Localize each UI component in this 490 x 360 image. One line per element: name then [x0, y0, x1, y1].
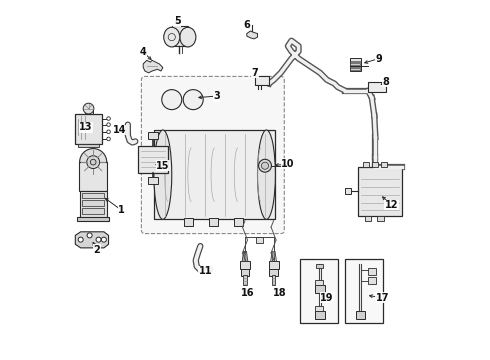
Text: 3: 3: [213, 91, 220, 101]
Circle shape: [107, 117, 110, 120]
Bar: [243, 275, 247, 285]
Text: 18: 18: [273, 288, 287, 297]
Circle shape: [78, 237, 83, 242]
Polygon shape: [75, 232, 109, 248]
Circle shape: [107, 130, 110, 134]
Bar: [363, 162, 369, 167]
Bar: [241, 269, 249, 276]
Bar: [300, 258, 338, 323]
Bar: [315, 285, 325, 293]
Bar: [377, 216, 384, 221]
Bar: [255, 76, 269, 85]
Bar: [148, 177, 158, 184]
FancyBboxPatch shape: [142, 76, 284, 234]
Bar: [148, 132, 158, 139]
Text: 12: 12: [385, 200, 398, 210]
Circle shape: [87, 233, 92, 238]
Text: 13: 13: [79, 122, 93, 132]
Circle shape: [183, 90, 203, 110]
Bar: [82, 193, 104, 198]
Bar: [381, 162, 387, 167]
Bar: [350, 63, 360, 65]
Bar: [209, 217, 218, 226]
Bar: [372, 162, 378, 167]
Text: 17: 17: [376, 293, 389, 303]
Circle shape: [90, 159, 96, 165]
Bar: [316, 306, 323, 311]
Bar: [82, 208, 104, 214]
Bar: [82, 201, 104, 206]
Circle shape: [259, 159, 271, 172]
Polygon shape: [247, 31, 258, 39]
Polygon shape: [143, 60, 163, 73]
Text: 4: 4: [140, 47, 147, 57]
Bar: [368, 277, 376, 284]
Text: 19: 19: [320, 293, 334, 303]
Text: 5: 5: [174, 16, 180, 26]
Text: 16: 16: [241, 288, 254, 297]
Bar: [240, 261, 250, 269]
Bar: [138, 146, 168, 173]
Text: 6: 6: [244, 19, 250, 30]
Text: 9: 9: [375, 54, 382, 64]
Text: 15: 15: [156, 161, 170, 171]
Bar: [269, 261, 279, 269]
Text: 11: 11: [199, 266, 213, 276]
Bar: [172, 26, 188, 46]
Ellipse shape: [164, 27, 180, 47]
Bar: [154, 130, 275, 219]
Circle shape: [83, 103, 94, 114]
Circle shape: [162, 90, 182, 110]
Circle shape: [101, 237, 106, 242]
Text: 8: 8: [383, 77, 390, 87]
Circle shape: [96, 237, 101, 242]
Bar: [75, 114, 102, 144]
Bar: [317, 264, 323, 267]
Circle shape: [107, 137, 110, 141]
Bar: [358, 167, 402, 216]
Bar: [345, 188, 351, 194]
Bar: [368, 268, 376, 275]
Text: 2: 2: [94, 245, 100, 255]
Bar: [350, 61, 360, 63]
Text: 14: 14: [113, 125, 126, 135]
Bar: [256, 237, 263, 243]
Bar: [315, 311, 325, 319]
Text: 7: 7: [251, 68, 258, 78]
Bar: [270, 269, 278, 276]
Bar: [79, 162, 107, 191]
Circle shape: [262, 162, 269, 169]
Circle shape: [87, 156, 99, 168]
Bar: [78, 144, 99, 147]
Bar: [350, 68, 360, 70]
Bar: [350, 58, 361, 71]
Circle shape: [79, 149, 107, 176]
Text: 10: 10: [281, 159, 294, 169]
Bar: [356, 311, 365, 319]
Ellipse shape: [180, 27, 196, 47]
Bar: [79, 191, 107, 217]
Bar: [272, 275, 275, 285]
Bar: [77, 217, 109, 221]
Bar: [85, 108, 93, 114]
Bar: [368, 82, 386, 93]
Bar: [365, 216, 371, 221]
Ellipse shape: [154, 130, 172, 219]
Circle shape: [107, 123, 110, 126]
Bar: [350, 66, 360, 67]
Text: 1: 1: [119, 205, 125, 215]
Bar: [234, 217, 243, 226]
Bar: [184, 217, 193, 226]
Bar: [316, 280, 323, 285]
Bar: [345, 258, 383, 323]
Ellipse shape: [258, 130, 275, 219]
